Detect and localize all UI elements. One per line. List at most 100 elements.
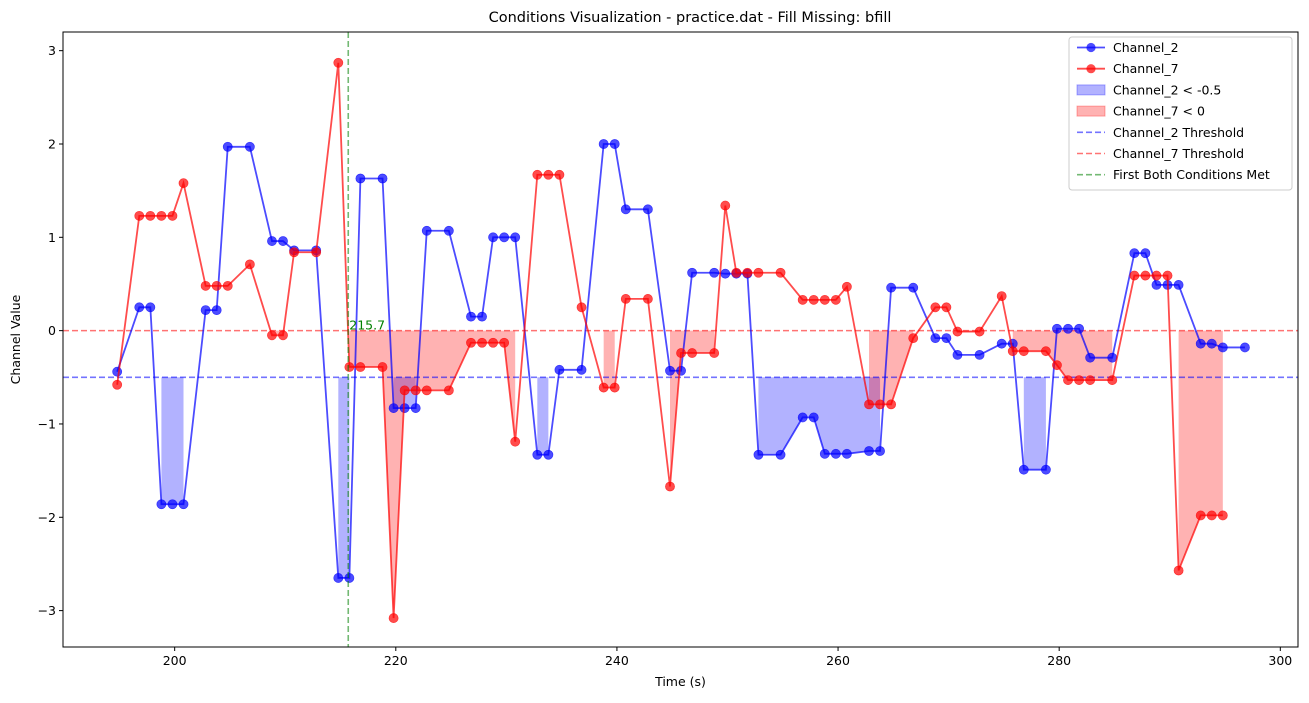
fill-region-1-5	[869, 330, 914, 405]
data-point	[1195, 510, 1206, 521]
data-point	[388, 613, 399, 623]
y-tick-label: 3	[48, 43, 56, 58]
data-point	[499, 232, 510, 243]
x-ticks: 200 220 240 260 280 300	[163, 647, 1292, 668]
data-point	[543, 169, 554, 180]
data-point	[1041, 464, 1051, 475]
data-point	[145, 302, 156, 313]
data-point	[333, 573, 344, 583]
data-point	[830, 294, 841, 305]
series-channel_2	[112, 139, 1250, 583]
data-point	[1162, 270, 1173, 281]
data-point	[1052, 360, 1062, 371]
vline-layer: 215.7	[347, 32, 385, 647]
data-point	[1074, 323, 1084, 334]
axes-frame	[62, 31, 1299, 648]
data-point	[753, 449, 764, 460]
data-point	[841, 448, 852, 459]
data-point	[941, 333, 952, 344]
data-point	[886, 282, 897, 293]
data-point	[200, 280, 211, 291]
data-point	[333, 57, 344, 68]
data-point	[377, 173, 388, 184]
data-point	[211, 280, 222, 291]
data-point	[443, 225, 454, 236]
data-point	[156, 210, 167, 221]
data-point	[1151, 280, 1162, 290]
data-point	[278, 236, 288, 246]
data-point	[676, 365, 686, 376]
fill-region-1-2	[349, 330, 516, 619]
fill-region-1-7	[1012, 330, 1113, 381]
data-point	[278, 330, 288, 341]
legend-label: Channel_2	[1113, 40, 1179, 55]
data-point	[488, 232, 498, 243]
legend-label: Channel_7 < 0	[1113, 104, 1205, 119]
data-point	[477, 311, 487, 322]
legend-entry: Channel_2 < -0.5	[1076, 82, 1221, 97]
legend-entry: First Both Conditions Met	[1077, 167, 1270, 182]
x-tick-label: 280	[1047, 653, 1071, 668]
chart-title: Conditions Visualization - practice.dat …	[489, 10, 892, 26]
data-point	[1018, 346, 1029, 357]
data-point	[1129, 270, 1140, 281]
data-point	[112, 366, 123, 377]
data-point	[952, 349, 963, 360]
data-point	[477, 337, 487, 348]
fill-region-1-4	[669, 330, 715, 487]
data-point	[1085, 352, 1096, 363]
data-point	[167, 210, 178, 221]
legend-label: Channel_7 Threshold	[1113, 146, 1244, 161]
data-point	[134, 302, 145, 313]
legend-entry: Channel_7 Threshold	[1077, 146, 1244, 161]
legend-label: Channel_2 < -0.5	[1113, 82, 1221, 97]
x-tick-label: 240	[605, 653, 629, 668]
fill-region-1-8	[1178, 330, 1223, 571]
data-point	[996, 291, 1007, 302]
legend-box	[1068, 36, 1293, 191]
data-point	[808, 294, 819, 305]
fill-region-0-0	[161, 377, 184, 505]
data-point	[200, 305, 211, 316]
data-point	[510, 436, 521, 447]
y-axis-label: Channel Value	[8, 294, 23, 384]
data-point	[510, 232, 521, 243]
y-tick-label: 1	[48, 230, 56, 245]
data-point	[1217, 342, 1228, 353]
data-point	[687, 267, 698, 278]
data-point	[1018, 464, 1029, 475]
data-point	[642, 294, 653, 304]
data-point	[543, 449, 554, 460]
data-point	[1063, 375, 1073, 385]
data-point	[421, 385, 432, 396]
data-point	[808, 412, 819, 423]
data-point	[178, 499, 189, 510]
data-point	[609, 382, 620, 393]
data-point	[720, 200, 731, 211]
data-point	[886, 399, 897, 410]
x-axis-label: Time (s)	[654, 674, 706, 689]
legend-patch-swatch	[1076, 105, 1106, 117]
data-point	[609, 139, 620, 149]
data-point	[244, 259, 255, 270]
data-point	[1195, 338, 1206, 349]
y-tick-label: −1	[38, 416, 56, 431]
data-point	[267, 236, 277, 246]
data-point	[875, 399, 885, 410]
data-point	[974, 349, 985, 360]
data-point	[532, 449, 543, 460]
data-point	[974, 326, 985, 337]
legend-marker	[1086, 42, 1096, 53]
data-point	[841, 281, 852, 292]
data-point	[134, 210, 145, 221]
series-layer	[112, 57, 1250, 623]
data-point	[598, 139, 609, 149]
data-point	[620, 294, 631, 304]
legend-entry: Channel_7 < 0	[1076, 104, 1205, 119]
data-point	[1206, 338, 1217, 349]
data-point	[399, 385, 410, 396]
data-point	[222, 141, 233, 152]
data-point	[222, 280, 233, 291]
data-point	[1140, 248, 1151, 259]
